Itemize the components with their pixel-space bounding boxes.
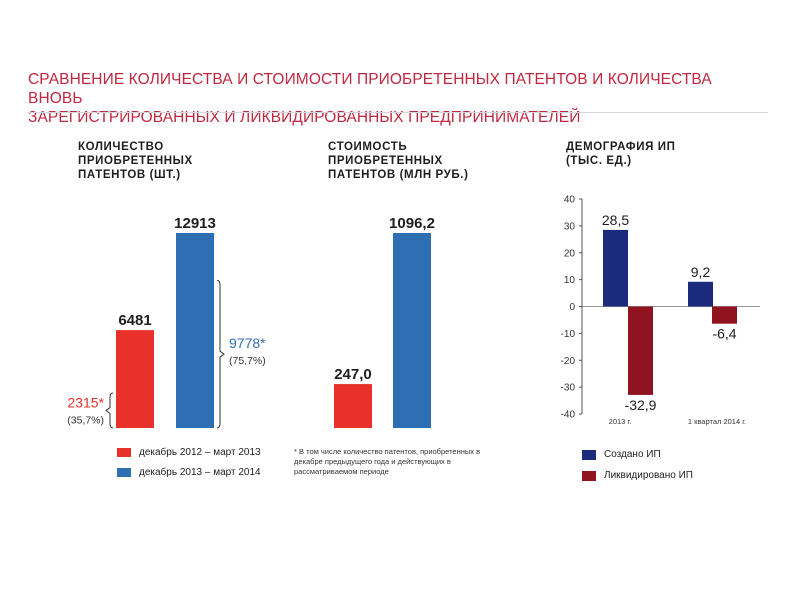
legend-label: декабрь 2012 – март 2013 (139, 447, 261, 458)
y-tick-label: -20 (561, 356, 576, 367)
bar-cost-2014 (393, 233, 431, 428)
main-title: СРАВНЕНИЕ КОЛИЧЕСТВА И СТОИМОСТИ ПРИОБРЕ… (28, 70, 768, 127)
y-tick-label: -10 (561, 329, 576, 340)
y-tick-label: 0 (569, 302, 575, 313)
patent-cost-title-line: ПАТЕНТОВ (МЛН РУБ.) (328, 169, 469, 181)
value-label: 6481 (118, 312, 151, 329)
legend-swatch-navy (582, 449, 596, 460)
ip-demography-title-line: (ТЫС. ЕД.) (566, 155, 632, 167)
y-tick-label: 30 (564, 221, 576, 232)
value-label: 247,0 (334, 366, 372, 383)
y-tick-label: 20 (564, 248, 576, 259)
annotation-label: 2315* (67, 395, 104, 411)
annotation-bracket (216, 279, 225, 429)
patent-count-title-line: КОЛИЧЕСТВО (78, 141, 164, 153)
legend-label: декабрь 2013 – март 2014 (139, 467, 261, 478)
value-label: 1096,2 (389, 215, 435, 232)
value-label: -32,9 (625, 397, 657, 413)
y-tick-label: 10 (564, 275, 576, 286)
value-label: 12913 (174, 215, 216, 232)
bar-liquidated (628, 306, 653, 395)
legend-item-2014: декабрь 2013 – март 2014 (117, 467, 261, 478)
x-category-label: 2013 г. (609, 417, 632, 426)
value-label: 9,2 (691, 264, 711, 280)
ip-demography-title: ДЕМОГРАФИЯ ИП (ТЫС. ЕД.) (566, 140, 675, 168)
patent-count-title-line: ПАТЕНТОВ (ШТ.) (78, 169, 181, 181)
patent-cost-title-line: ПРИОБРЕТЕННЫХ (328, 155, 443, 167)
patent-count-title: КОЛИЧЕСТВО ПРИОБРЕТЕННЫХ ПАТЕНТОВ (ШТ.) (78, 140, 193, 182)
bar-liquidated (712, 306, 737, 324)
legend-swatch-darkred (582, 470, 596, 481)
bar-count-2014 (176, 233, 214, 428)
legend-label: Ликвидировано ИП (604, 470, 693, 481)
x-category-label: 1 квартал 2014 г. (688, 417, 746, 426)
legend-label: Создано ИП (604, 449, 661, 460)
legend-item-liquidated: Ликвидировано ИП (582, 470, 693, 481)
patent-cost-title: СТОИМОСТЬ ПРИОБРЕТЕННЫХ ПАТЕНТОВ (МЛН РУ… (328, 140, 469, 182)
y-tick-label: -30 (561, 383, 576, 394)
bar-count-2013 (116, 330, 154, 428)
bar-created (688, 281, 713, 307)
annotation-sublabel: (35,7%) (67, 415, 104, 427)
legend-item-2013: декабрь 2012 – март 2013 (117, 447, 261, 458)
bar-created (603, 229, 628, 307)
patent-count-title-line: ПРИОБРЕТЕННЫХ (78, 155, 193, 167)
main-title-line-1: СРАВНЕНИЕ КОЛИЧЕСТВА И СТОИМОСТИ ПРИОБРЕ… (28, 71, 712, 107)
y-tick-label: -40 (561, 410, 576, 421)
annotation-label: 9778* (229, 335, 266, 351)
legend-item-created: Создано ИП (582, 449, 661, 460)
ip-demography-title-line: ДЕМОГРАФИЯ ИП (566, 141, 676, 153)
y-tick-label: 40 (564, 195, 576, 206)
patent-cost-title-line: СТОИМОСТЬ (328, 141, 408, 153)
bar-cost-2013 (334, 384, 372, 428)
value-label: -6,4 (712, 326, 736, 342)
footnote: * В том числе количество патентов, приоб… (294, 447, 481, 476)
legend-swatch-red (117, 448, 131, 457)
annotation-bracket (105, 392, 114, 429)
legend-swatch-blue (117, 468, 131, 477)
main-title-line-2: ЗАРЕГИСТРИРОВАННЫХ И ЛИКВИДИРОВАННЫХ ПРЕ… (28, 109, 581, 126)
annotation-sublabel: (75,7%) (229, 355, 266, 367)
value-label: 28,5 (602, 212, 629, 228)
title-divider (28, 112, 768, 113)
